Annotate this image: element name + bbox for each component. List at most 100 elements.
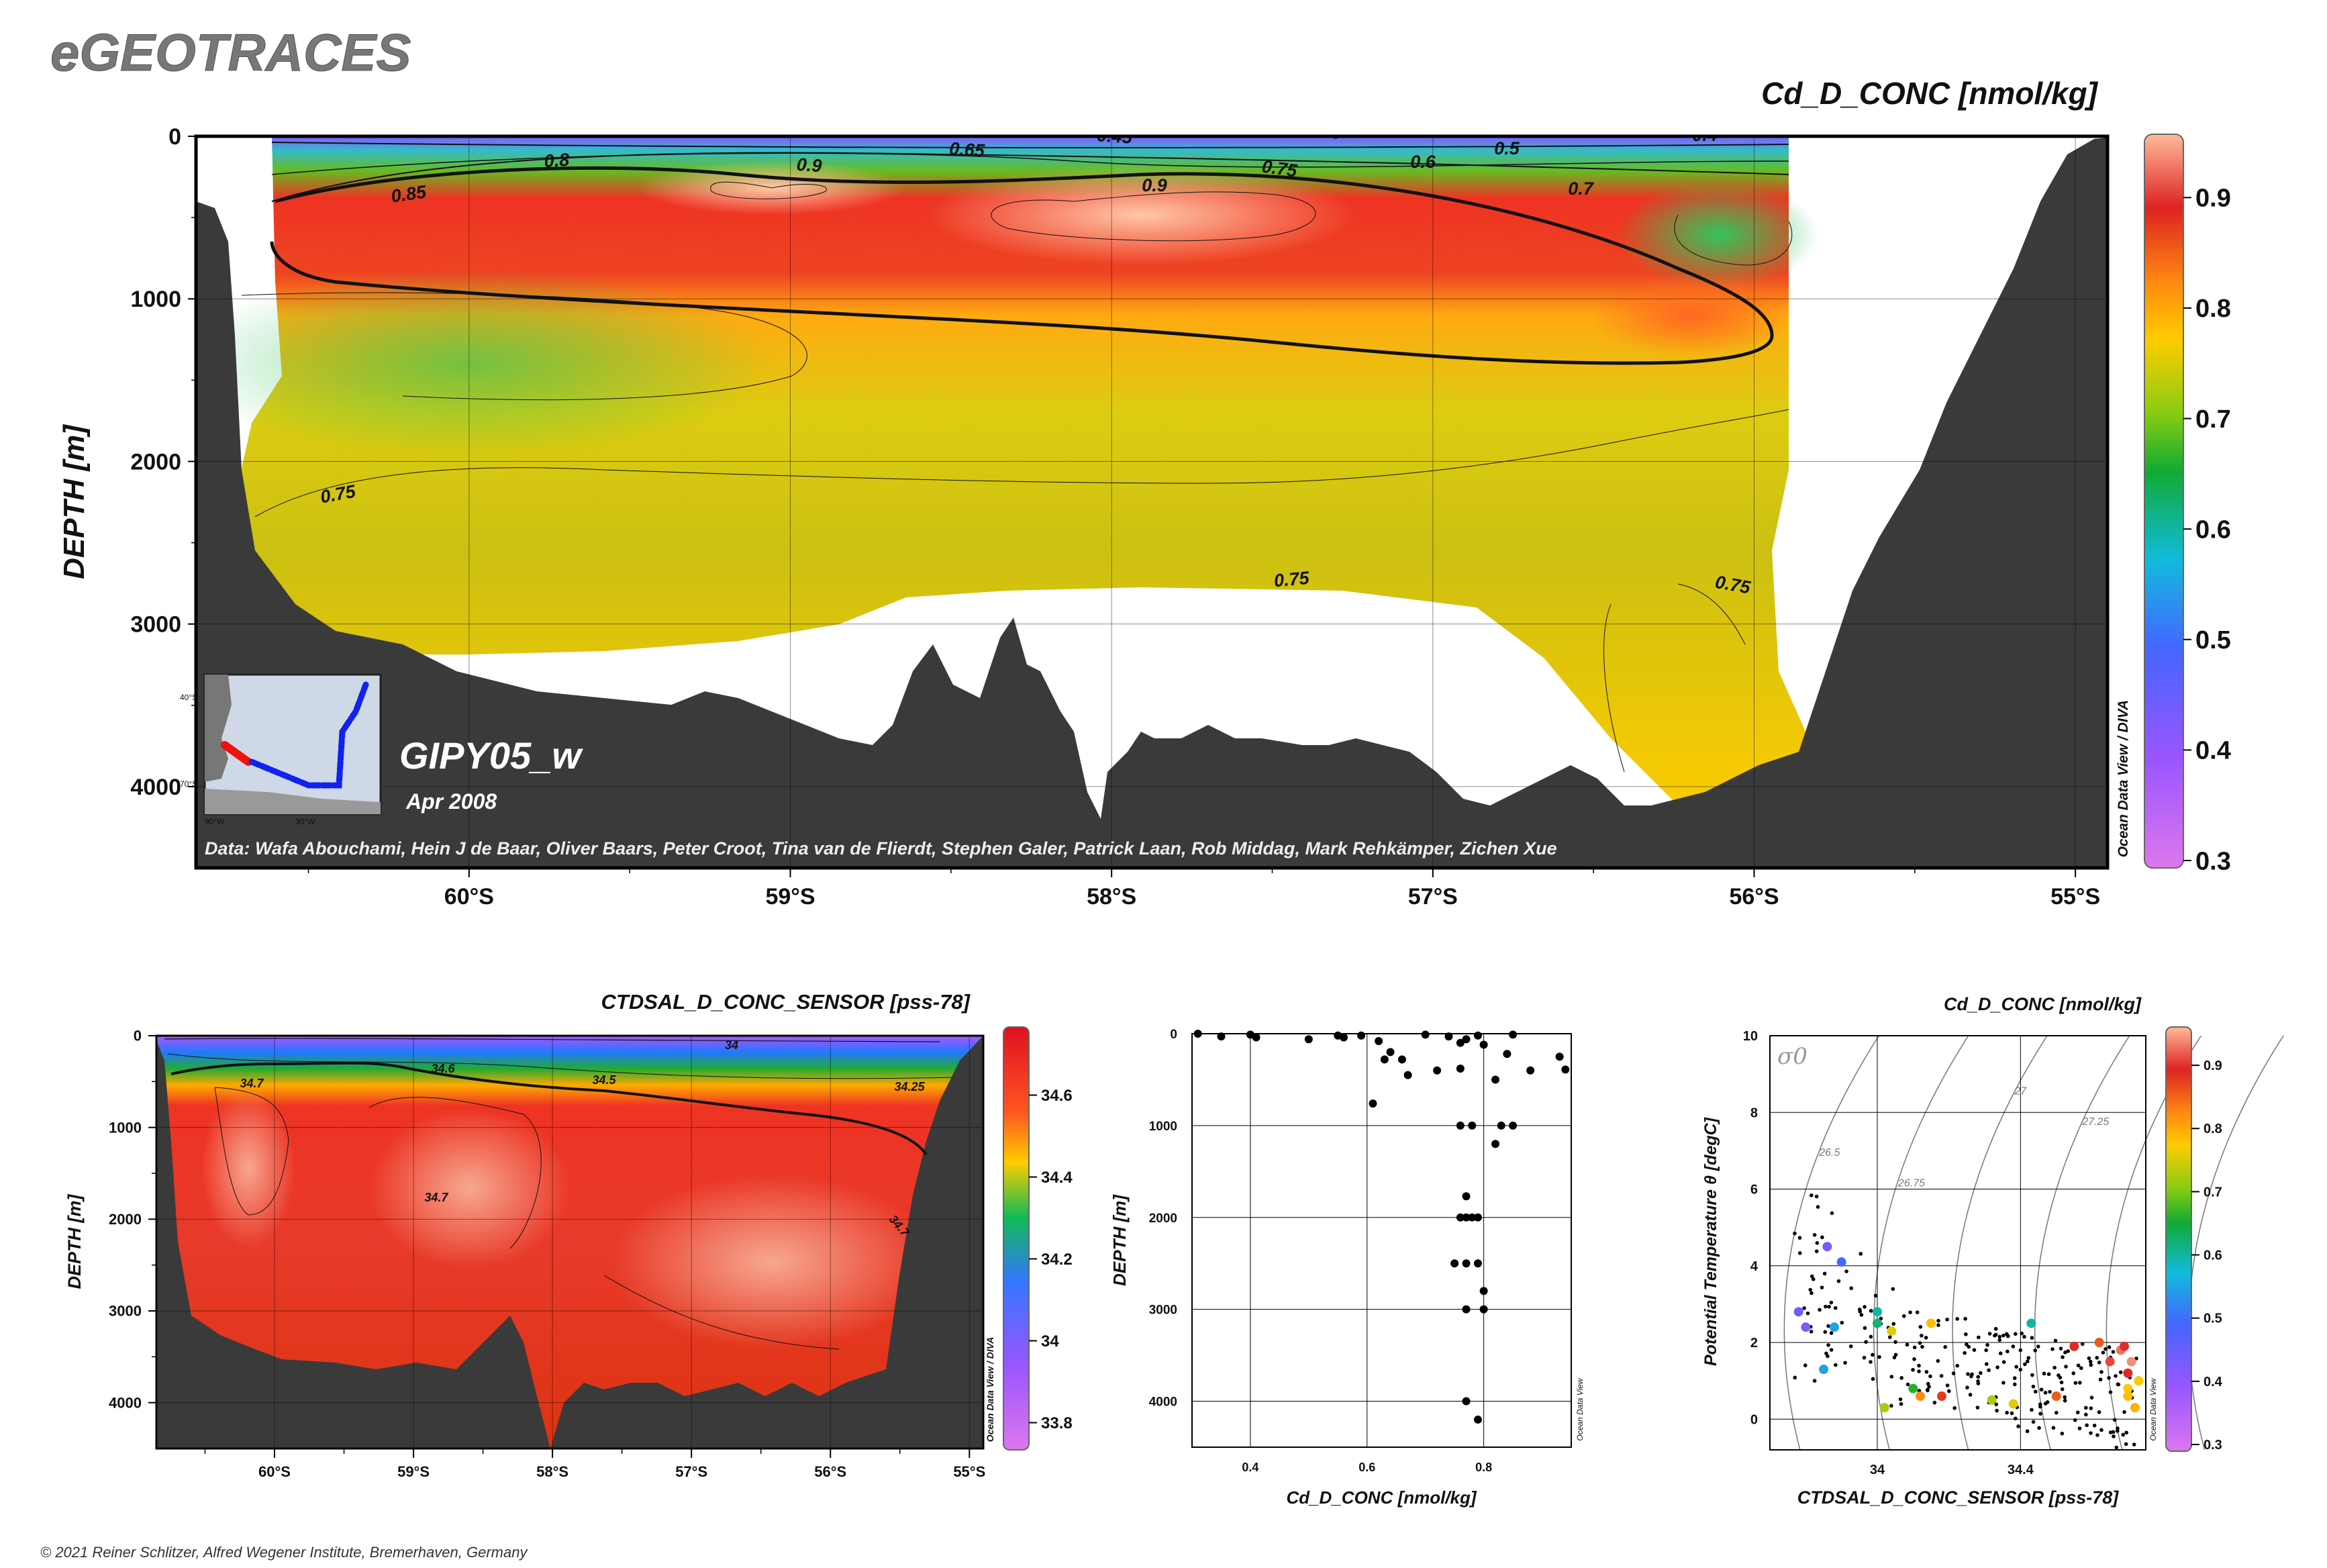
y-tick-label: 8 — [1750, 1106, 1758, 1120]
ts-sample-dot — [1939, 1373, 1944, 1378]
profile-point — [1380, 1055, 1389, 1064]
cd-ylabel: DEPTH [m] — [58, 424, 91, 579]
contour-label: 0.8 — [544, 150, 571, 172]
ts-sample-dot — [1840, 1320, 1844, 1325]
profile-point — [1462, 1397, 1471, 1406]
ts-sample-dot — [1968, 1393, 1973, 1397]
ts-sample-dot — [2111, 1350, 2116, 1354]
ts-cd-point — [2051, 1391, 2061, 1402]
ts-sample-dot — [2108, 1390, 2113, 1394]
ts-cd-point — [1836, 1257, 1846, 1267]
inset-map-label-1: 40°S — [180, 693, 197, 702]
ts-sample-dot — [2010, 1411, 2014, 1416]
colorbar-tick-label: 34.2 — [1041, 1251, 1073, 1269]
ts-sample-dot — [1810, 1291, 1814, 1295]
colorbar-tick-label: 0.5 — [2204, 1312, 2222, 1326]
profile-axis-ticks: 0.4 0.6 0.8 0 1000 2000 3000 4000 — [1149, 1028, 1492, 1474]
isopycnal-label: 26.5 — [1818, 1147, 1840, 1159]
ts-sample-dot — [1952, 1406, 1957, 1410]
profile-point — [1369, 1099, 1377, 1108]
y-tick-label: 6 — [1750, 1183, 1758, 1197]
ts-sample-dot — [1965, 1342, 1969, 1346]
ts-sample-dot — [1893, 1340, 1897, 1344]
ts-title: Cd_D_CONC [nmol/kg] — [1944, 994, 2142, 1014]
cd-contours — [241, 142, 1793, 773]
ts-sample-dot — [2026, 1356, 2031, 1360]
ts-sample-dot — [2077, 1426, 2082, 1430]
y-tick-label: 0 — [168, 124, 181, 150]
ts-sample-dot — [2121, 1432, 2126, 1437]
ts-sample-dot — [2092, 1423, 2097, 1428]
ts-cd-point — [2094, 1338, 2104, 1348]
ts-sample-dot — [1918, 1341, 1922, 1345]
ts-sample-dot — [1898, 1397, 1903, 1402]
ts-sample-dot — [1864, 1340, 1868, 1344]
x-tick-label: 59°S — [397, 1463, 430, 1480]
ts-sample-dot — [1824, 1304, 1828, 1309]
y-tick-label: 4000 — [109, 1394, 142, 1411]
ts-sample-dot — [2112, 1434, 2116, 1438]
ts-sample-dot — [1834, 1363, 1838, 1367]
contour-label: 0.65 — [948, 138, 985, 161]
cd-colorbar-ticks: 0.3 0.4 0.5 0.6 0.7 0.8 0.9 — [2183, 185, 2231, 875]
ts-sample-dot — [2014, 1332, 2018, 1336]
ts-sample-dot — [2078, 1381, 2082, 1385]
y-tick-label: 4000 — [130, 775, 181, 800]
y-tick-label: 10 — [1743, 1029, 1758, 1044]
colorbar-tick-label: 0.8 — [2195, 295, 2231, 323]
ts-sample-dot — [1993, 1326, 1998, 1331]
ts-cd-point — [1822, 1242, 1832, 1252]
ts-sample-dot — [2080, 1342, 2085, 1346]
ts-cd-point — [1793, 1307, 1803, 1317]
ts-sample-dot — [2022, 1334, 2026, 1339]
ts-cd-point — [2026, 1318, 2036, 1328]
ts-sample-dot — [1911, 1367, 1915, 1372]
ts-sample-dot — [1829, 1348, 1834, 1352]
ts-sample-dot — [1985, 1342, 1989, 1347]
sal-ylabel: DEPTH [m] — [64, 1193, 85, 1289]
x-tick-label: 0.4 — [1242, 1461, 1258, 1474]
y-tick-label: 2000 — [130, 449, 181, 475]
orange-core — [1591, 275, 1792, 356]
profile-point — [1340, 1033, 1348, 1042]
ts-sample-dot — [2118, 1370, 2123, 1375]
ts-sample-dot — [1917, 1369, 1921, 1373]
ts-sample-dot — [2060, 1431, 2065, 1436]
isopycnal-line — [2106, 1035, 2202, 1451]
ts-sample-dot — [1811, 1277, 1816, 1281]
ts-sample-dot — [1987, 1332, 1992, 1336]
ts-sample-dot — [2088, 1359, 2093, 1364]
ts-sample-dot — [1816, 1205, 1820, 1209]
ts-sample-dot — [1984, 1348, 1988, 1353]
ts-sample-dot — [1822, 1271, 1827, 1276]
ts-sample-dot — [1979, 1371, 1983, 1375]
ts-sample-dot — [2023, 1362, 2027, 1367]
ts-sample-dot — [1928, 1374, 1932, 1379]
profile-point — [1456, 1213, 1465, 1222]
contour-label: 0.9 — [796, 154, 823, 177]
ts-sample-dot — [1887, 1335, 1892, 1339]
ts-cd-point — [1879, 1403, 1889, 1413]
ts-sample-dot — [1848, 1344, 1853, 1349]
ts-sample-dot — [2116, 1382, 2121, 1387]
x-tick-label: 56°S — [1729, 884, 1779, 910]
ts-sample-dot — [1984, 1362, 1989, 1366]
ts-cd-point — [2120, 1341, 2129, 1351]
y-tick-label: 1000 — [130, 287, 181, 312]
ts-sample-dot — [1901, 1314, 1906, 1318]
ts-sample-dot — [2073, 1381, 2078, 1385]
profile-point — [1503, 1050, 1512, 1059]
ts-sample-dot — [2064, 1365, 2068, 1369]
ts-sample-dot — [1830, 1211, 1834, 1216]
ts-sample-dot — [1810, 1274, 1814, 1279]
ts-sample-dot — [1869, 1309, 1873, 1313]
profile-point — [1497, 1121, 1505, 1130]
colorbar-tick-label: 34.6 — [1041, 1087, 1073, 1105]
ts-sample-dot — [2054, 1410, 2059, 1415]
ts-sample-dot — [1965, 1385, 1969, 1389]
ts-sample-dot — [1808, 1287, 1813, 1292]
ts-sample-dot — [2087, 1356, 2091, 1361]
